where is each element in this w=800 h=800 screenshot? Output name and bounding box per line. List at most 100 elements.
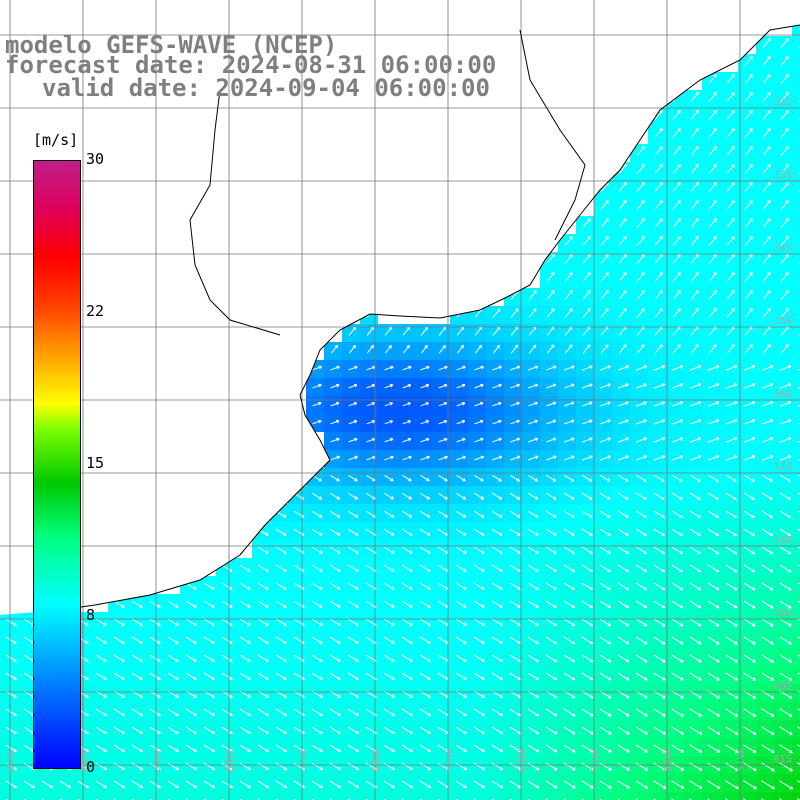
wind-arrow (671, 383, 684, 389)
wind-arrow (636, 217, 645, 228)
wind-arrow (617, 582, 629, 591)
wind-arrow (599, 636, 612, 645)
wind-arrow (438, 492, 449, 500)
wind-cell (792, 738, 800, 756)
wind-arrow (149, 654, 161, 662)
wind-arrow (780, 181, 789, 192)
wind-arrow (257, 654, 269, 662)
wind-arrow (275, 654, 287, 662)
wind-arrow (671, 492, 683, 500)
wind-arrow (743, 437, 756, 443)
wind-arrow (545, 455, 557, 461)
wind-arrow (564, 290, 573, 300)
wind-arrow (185, 582, 197, 590)
wind-arrow (690, 271, 699, 282)
wind-arrow (599, 672, 612, 681)
wind-arrow (743, 654, 756, 663)
wind-arrow (311, 528, 323, 536)
wind-arrow (726, 235, 735, 246)
wind-arrow (690, 217, 699, 228)
wind-arrow (599, 726, 612, 735)
wind-arrow (420, 492, 431, 500)
wind-cell (792, 36, 800, 54)
wind-arrow (329, 600, 341, 608)
wind-arrow (455, 744, 467, 753)
wind-arrow (329, 618, 341, 626)
wind-arrow (744, 127, 753, 138)
wind-arrow (617, 636, 630, 645)
wind-arrow (761, 528, 773, 537)
wind-arrow (743, 492, 755, 500)
wind-arrow (779, 546, 792, 555)
wind-arrow (743, 528, 755, 537)
wind-arrow (780, 307, 789, 318)
wind-arrow (167, 726, 179, 735)
wind-arrow (257, 546, 269, 554)
wind-arrow (617, 401, 629, 407)
wind-arrow (509, 600, 521, 608)
wind-arrow (492, 492, 503, 500)
wind-arrow (311, 636, 323, 644)
wind-arrow (257, 564, 269, 572)
wind-arrow (203, 600, 215, 608)
wind-arrow (257, 744, 269, 753)
wind-arrow (690, 127, 699, 138)
wind-arrow (708, 163, 717, 174)
wind-arrow (779, 474, 791, 482)
wind-arrow (761, 618, 774, 627)
wind-arrow (95, 744, 107, 753)
wind-arrow (635, 365, 648, 371)
wind-arrow (473, 528, 485, 536)
wind-arrow (761, 419, 774, 425)
wind-arrow (563, 744, 576, 753)
wind-arrow (762, 109, 771, 120)
wind-cell (792, 684, 800, 702)
wind-arrow (708, 253, 717, 264)
wind-cell (558, 792, 576, 800)
wind-arrow (491, 618, 503, 626)
wind-cell (594, 792, 612, 800)
wind-cell (648, 792, 666, 800)
wind-cell (432, 792, 450, 800)
wind-arrow (384, 510, 395, 518)
wind-arrow (762, 199, 771, 210)
wind-arrow (401, 708, 413, 717)
wind-arrow (455, 636, 467, 644)
wind-arrow (672, 271, 681, 282)
wind-arrow (311, 510, 323, 518)
wind-arrow (636, 289, 645, 300)
wind-arrow (671, 600, 684, 609)
wind-arrow (438, 419, 448, 425)
wind-arrow (528, 308, 537, 318)
wind-arrow (545, 654, 557, 663)
wind-arrow (780, 145, 789, 156)
wind-arrow (618, 217, 627, 228)
wind-cell (792, 468, 800, 486)
wind-arrow (671, 564, 684, 573)
wind-arrow (491, 528, 503, 536)
wind-arrow (419, 708, 431, 717)
wind-arrow (510, 308, 519, 318)
wind-arrow (330, 475, 340, 482)
wind-arrow (653, 437, 666, 443)
wind-arrow (347, 708, 359, 717)
wind-arrow (491, 654, 503, 662)
wind-arrow (474, 383, 484, 389)
wind-arrow (311, 744, 323, 753)
wind-arrow (653, 492, 665, 500)
wind-arrow (528, 474, 539, 482)
wind-cell (792, 234, 800, 252)
wind-arrow (402, 345, 410, 354)
wind-arrow (329, 636, 341, 644)
wind-arrow (780, 91, 789, 102)
wind-arrow (239, 708, 251, 717)
wind-arrow (348, 401, 358, 407)
wind-arrow (348, 383, 358, 389)
wind-arrow (131, 600, 143, 608)
wind-arrow (528, 401, 538, 407)
wind-arrow (347, 582, 359, 590)
wind-arrow (671, 510, 683, 518)
wind-arrow (185, 636, 197, 644)
wind-arrow (384, 402, 393, 407)
wind-cell (324, 792, 342, 800)
